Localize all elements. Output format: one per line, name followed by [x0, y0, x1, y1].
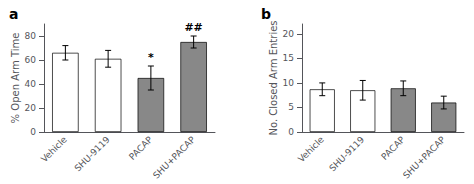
svg-text:SHU+PACAP: SHU+PACAP	[401, 134, 448, 181]
svg-text:PACAP: PACAP	[379, 134, 407, 162]
svg-text:20: 20	[283, 29, 295, 39]
svg-text:SHU-9119: SHU-9119	[73, 134, 112, 173]
svg-text:40: 40	[25, 79, 37, 89]
svg-text:0: 0	[30, 127, 36, 137]
svg-text:0: 0	[288, 127, 294, 137]
svg-text:% Open Arm Time: % Open Arm Time	[10, 33, 21, 124]
svg-text:20: 20	[25, 103, 37, 113]
svg-text:10: 10	[283, 78, 295, 88]
svg-text:Vehicle: Vehicle	[39, 134, 69, 164]
svg-text:Vehicle: Vehicle	[296, 134, 326, 164]
svg-text:b: b	[261, 6, 271, 22]
svg-text:SHU+PACAP: SHU+PACAP	[151, 134, 198, 181]
svg-text:SHU-9119: SHU-9119	[327, 134, 366, 173]
svg-text:*: *	[148, 51, 154, 64]
svg-text:a: a	[9, 6, 18, 22]
svg-text:60: 60	[25, 55, 37, 65]
svg-text:80: 80	[25, 31, 37, 41]
svg-text:PACAP: PACAP	[127, 134, 155, 162]
svg-text:5: 5	[288, 102, 294, 112]
svg-text:15: 15	[283, 53, 294, 63]
svg-text:##: ##	[184, 21, 202, 34]
svg-text:No. Closed Arm Entries: No. Closed Arm Entries	[268, 20, 279, 135]
